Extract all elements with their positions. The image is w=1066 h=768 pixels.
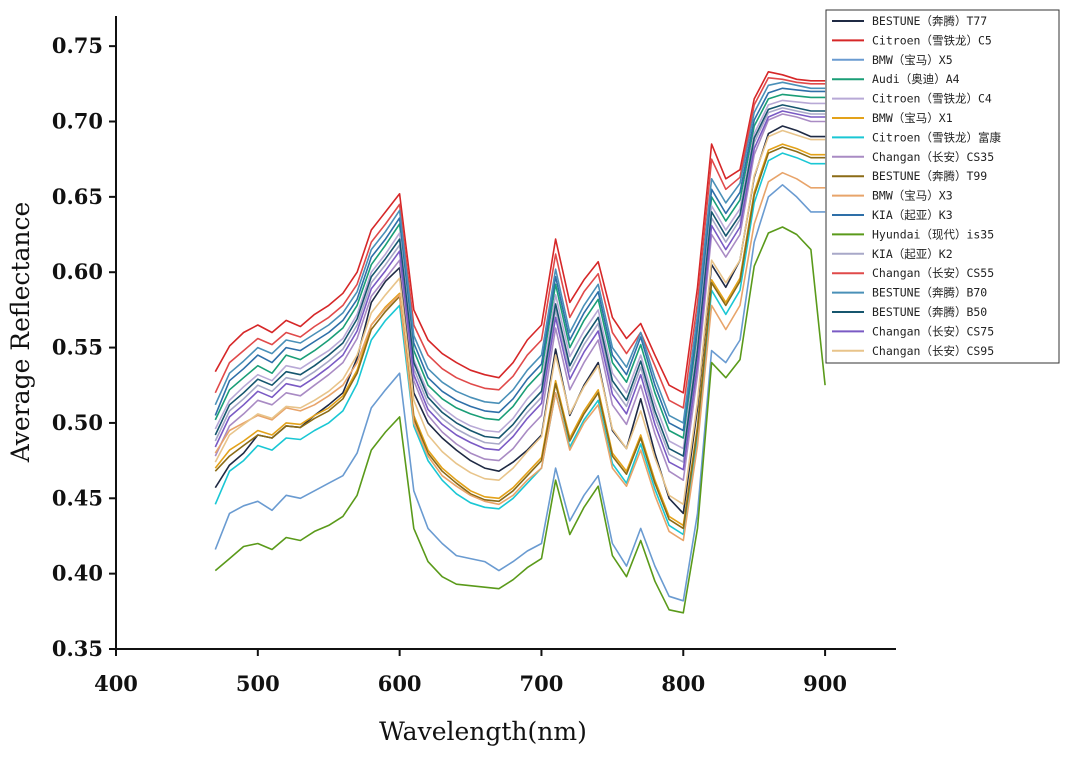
y-tick-label: 0.55 [52, 335, 103, 360]
legend-label: BESTUNE（奔腾）T77 [872, 14, 987, 28]
legend-label: BESTUNE（奔腾）T99 [872, 169, 987, 183]
series-line [214, 87, 826, 432]
legend-label: BMW（宝马）X5 [872, 53, 953, 67]
legend-label: KIA（起亚）K3 [872, 208, 953, 222]
x-axis-title: Wavelength(nm) [379, 717, 587, 746]
legend-frame [825, 9, 1060, 364]
y-tick-label: 0.50 [52, 410, 103, 435]
x-tick-label: 400 [94, 671, 138, 696]
series-line [214, 146, 826, 530]
y-tick-label: 0.45 [52, 485, 103, 510]
series-line [214, 99, 826, 450]
y-tick-label: 0.65 [52, 184, 103, 209]
legend: BESTUNE（奔腾）T77 Citroen（雪铁龙）C5 BMW（宝马）X5 Aud… [825, 9, 1060, 364]
legend-label: Citroen（雪铁龙）C4 [872, 92, 992, 106]
legend-label: Audi（奥迪）A4 [872, 72, 960, 86]
series-line [214, 93, 826, 439]
legend-label: KIA（起亚）K2 [872, 247, 953, 261]
legend-label: BESTUNE（奔腾）B50 [872, 305, 987, 319]
y-axis-title: Average Reflectance [6, 202, 35, 464]
series-line [214, 152, 826, 536]
series-line [214, 184, 826, 602]
series-line [214, 171, 826, 542]
x-tick-label: 700 [520, 671, 564, 696]
legend-label: Hyundai（现代）is35 [872, 227, 994, 241]
y-tick-label: 0.75 [52, 33, 103, 58]
y-tick-label: 0.40 [52, 561, 103, 586]
series-line [214, 226, 826, 614]
legend-label: Changan（长安）CS75 [872, 324, 994, 338]
legend-label: Changan（长安）CS95 [872, 344, 994, 358]
legend-label: Citroen（雪铁龙）富康 [872, 130, 1001, 144]
ticks-layer: 400 500 600 700 800 900 0.35 0.40 0.45 0.50 0.55 0.… [52, 33, 847, 696]
x-tick-label: 800 [661, 671, 705, 696]
series-line [214, 113, 826, 482]
series-line [214, 143, 826, 527]
legend-label: BMW（宝马）X1 [872, 111, 953, 125]
legend-label: BESTUNE（奔腾）B70 [872, 286, 987, 300]
x-tick-label: 600 [378, 671, 422, 696]
legend-label: BMW（宝马）X3 [872, 189, 953, 203]
series-line [214, 81, 826, 424]
series-line [214, 107, 826, 463]
y-tick-label: 0.35 [52, 636, 103, 661]
legend-label: Changan（长安）CS35 [872, 150, 994, 164]
series-line [214, 71, 826, 394]
series-line [214, 104, 826, 457]
legend-label: Changan（长安）CS55 [872, 266, 994, 280]
legend-label: Citroen（雪铁龙）C5 [872, 33, 992, 47]
series-line [214, 110, 826, 471]
y-tick-label: 0.60 [52, 259, 103, 284]
series-line [214, 129, 826, 506]
series-layer [214, 71, 826, 614]
series-line [214, 77, 826, 409]
x-tick-label: 500 [236, 671, 280, 696]
y-tick-label: 0.70 [52, 109, 103, 134]
x-tick-label: 900 [803, 671, 847, 696]
